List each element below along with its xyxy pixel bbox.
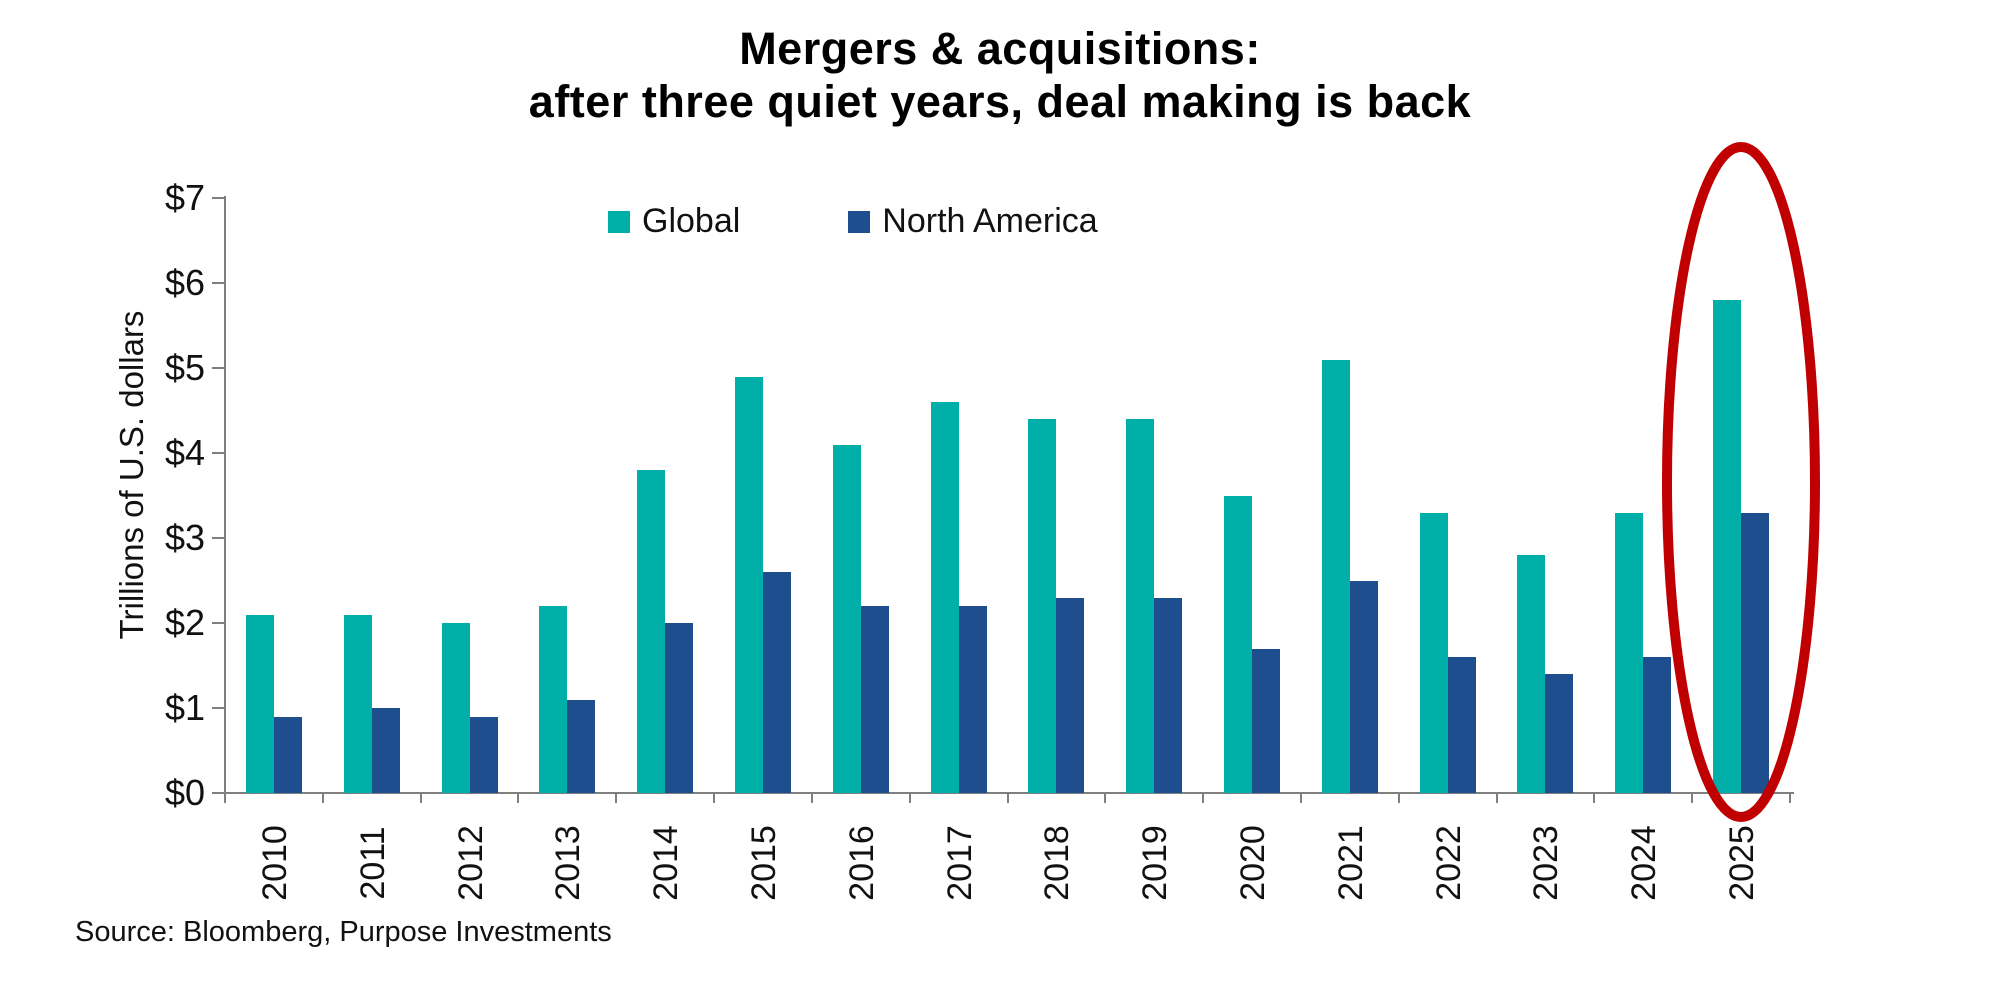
x-axis-label-2024: 2024	[1625, 825, 1664, 901]
legend-label-north-america: North America	[882, 202, 1098, 240]
bar-global-2023	[1517, 555, 1546, 793]
x-axis-label-2014: 2014	[647, 825, 686, 901]
y-tick-mark--7	[212, 197, 225, 199]
y-tick-mark--1	[212, 707, 225, 709]
bar-global-2012	[441, 623, 470, 793]
x-axis-label-2022: 2022	[1429, 825, 1468, 901]
y-tick-label--5: $5	[164, 347, 205, 388]
legend: Global North America	[608, 202, 1098, 241]
y-tick-mark--5	[212, 367, 225, 369]
x-axis-line	[224, 792, 1794, 794]
x-axis-label-2011: 2011	[353, 826, 392, 900]
y-axis-line	[224, 196, 226, 794]
bar-global-2019	[1126, 419, 1155, 793]
bar-north-america-2019	[1154, 597, 1183, 793]
x-axis-label-2012: 2012	[451, 825, 490, 901]
x-axis-label-2023: 2023	[1527, 825, 1566, 901]
bar-north-america-2025	[1741, 512, 1770, 793]
x-axis-label-2010: 2010	[255, 825, 294, 901]
bar-global-2017	[930, 402, 959, 793]
bar-north-america-2010	[273, 716, 302, 793]
x-tick-mark-6	[810, 792, 813, 803]
bar-north-america-2013	[567, 699, 596, 793]
x-tick-mark-10	[1202, 792, 1205, 803]
y-tick-label--1: $1	[164, 687, 205, 728]
bar-global-2010	[245, 614, 274, 793]
x-axis-label-2017: 2017	[940, 825, 979, 901]
bar-global-2015	[734, 376, 763, 793]
x-tick-mark-14	[1593, 792, 1596, 803]
y-tick-label--4: $4	[164, 432, 205, 473]
x-tick-mark-8	[1006, 792, 1009, 803]
x-axis-label-2025: 2025	[1723, 825, 1762, 901]
x-axis-label-2020: 2020	[1234, 825, 1273, 901]
y-tick-mark--4	[212, 452, 225, 454]
bar-global-2016	[832, 444, 861, 793]
bar-north-america-2015	[762, 572, 791, 793]
bar-global-2022	[1419, 512, 1448, 793]
bar-north-america-2024	[1643, 657, 1672, 793]
bar-global-2013	[539, 606, 568, 793]
x-axis-label-2013: 2013	[549, 825, 588, 901]
x-tick-mark-5	[713, 792, 716, 803]
chart-title: Mergers & acquisitions: after three quie…	[0, 22, 2000, 128]
x-axis-label-2019: 2019	[1136, 825, 1175, 901]
y-tick-mark--0	[212, 792, 225, 794]
bar-north-america-2011	[371, 708, 400, 793]
bar-north-america-2017	[958, 606, 987, 793]
x-tick-mark-0	[224, 792, 226, 803]
y-tick-label--0: $0	[164, 772, 205, 813]
bar-north-america-2020	[1252, 648, 1281, 793]
bar-global-2021	[1321, 359, 1350, 793]
bar-north-america-2016	[860, 606, 889, 793]
legend-item-global: Global	[608, 202, 740, 241]
x-tick-mark-2	[419, 792, 422, 803]
chart-title-line2: after three quiet years, deal making is …	[528, 76, 1472, 128]
x-tick-mark-11	[1299, 792, 1302, 803]
chart-title-line1: Mergers & acquisitions:	[739, 23, 1261, 74]
bar-north-america-2018	[1056, 597, 1085, 793]
bar-north-america-2021	[1349, 580, 1378, 793]
bar-north-america-2022	[1447, 657, 1476, 793]
y-tick-mark--3	[212, 537, 225, 539]
y-tick-label--7: $7	[164, 177, 205, 218]
bar-global-2011	[343, 614, 372, 793]
y-tick-label--3: $3	[164, 517, 205, 558]
bar-global-2014	[637, 470, 666, 793]
source-note: Source: Bloomberg, Purpose Investments	[75, 916, 612, 948]
x-tick-mark-3	[517, 792, 520, 803]
x-axis-label-2018: 2018	[1038, 825, 1077, 901]
x-axis-label-2016: 2016	[842, 825, 881, 901]
bar-north-america-2014	[665, 623, 694, 793]
y-tick-mark--2	[212, 622, 225, 624]
x-tick-mark-7	[908, 792, 911, 803]
legend-item-north-america: North America	[848, 202, 1098, 241]
x-tick-mark-1	[321, 792, 324, 803]
legend-swatch-icon-global	[608, 210, 630, 233]
bar-global-2025	[1713, 300, 1742, 793]
y-tick-label--6: $6	[164, 262, 205, 303]
x-tick-mark-13	[1495, 792, 1498, 803]
bar-global-2020	[1224, 495, 1253, 793]
y-tick-mark--6	[212, 282, 225, 284]
x-tick-mark-15	[1691, 792, 1694, 803]
x-axis-label-2015: 2015	[744, 825, 783, 901]
x-axis-label-2021: 2021	[1331, 825, 1370, 901]
highlight-ellipse-2025	[1662, 142, 1820, 822]
x-tick-mark-4	[615, 792, 618, 803]
x-tick-mark-16	[1789, 792, 1791, 803]
y-tick-label--2: $2	[164, 602, 205, 643]
legend-label-global: Global	[642, 202, 741, 240]
bar-global-2018	[1028, 419, 1057, 793]
x-tick-mark-12	[1397, 792, 1400, 803]
legend-swatch-icon-north-america	[848, 210, 871, 233]
bar-north-america-2023	[1545, 674, 1574, 793]
bar-north-america-2012	[469, 716, 498, 793]
x-tick-mark-9	[1104, 792, 1107, 803]
bar-global-2024	[1615, 512, 1644, 793]
